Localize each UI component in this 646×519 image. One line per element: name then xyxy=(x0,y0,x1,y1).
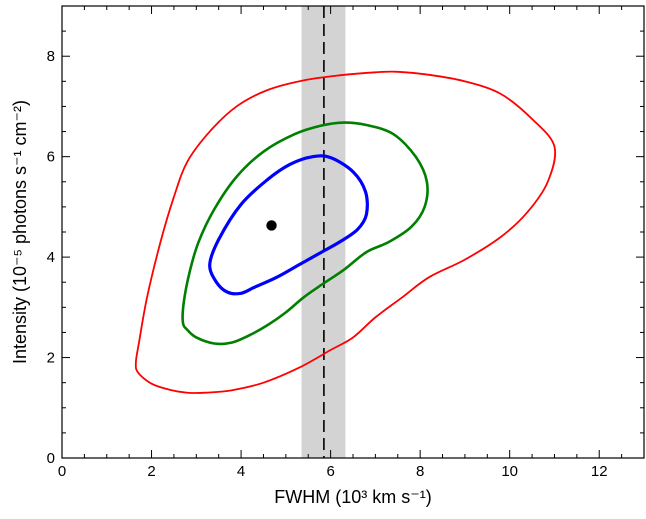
x-tick-label: 0 xyxy=(58,463,66,480)
contour-outer-red xyxy=(134,70,557,394)
y-tick-label: 6 xyxy=(47,149,55,166)
x-tick-label: 10 xyxy=(501,463,518,480)
y-tick-label: 0 xyxy=(47,450,55,467)
x-tick-label: 4 xyxy=(237,463,245,480)
x-tick-label: 6 xyxy=(326,463,334,480)
x-axis-label: FWHM (10³ km s⁻¹) xyxy=(274,487,431,507)
y-axis-label: Intensity (10⁻⁵ photons s⁻¹ cm⁻²) xyxy=(10,100,30,364)
y-tick-label: 4 xyxy=(47,249,55,266)
x-tick-label: 2 xyxy=(147,463,155,480)
y-tick-label: 2 xyxy=(47,350,55,367)
y-tick-label: 8 xyxy=(47,48,55,65)
best-fit-point xyxy=(266,220,277,231)
plot-frame xyxy=(61,5,645,459)
contour-inner-blue xyxy=(208,154,369,296)
plot-area xyxy=(134,6,557,458)
x-tick-label: 12 xyxy=(591,463,608,480)
contour-middle-green xyxy=(181,121,429,346)
x-tick-label: 8 xyxy=(416,463,424,480)
